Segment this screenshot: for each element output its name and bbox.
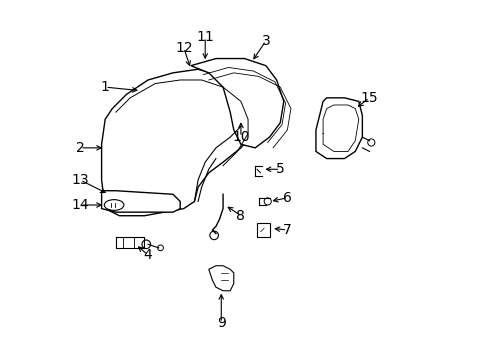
- Polygon shape: [190, 59, 283, 148]
- Text: 1: 1: [101, 80, 109, 94]
- Text: 4: 4: [143, 248, 152, 262]
- Text: 5: 5: [275, 162, 284, 176]
- Text: 15: 15: [360, 91, 378, 105]
- Text: 10: 10: [232, 130, 249, 144]
- Text: 3: 3: [261, 34, 270, 48]
- Polygon shape: [102, 191, 180, 212]
- Text: 7: 7: [283, 223, 291, 237]
- Text: 9: 9: [216, 316, 225, 330]
- Polygon shape: [315, 98, 362, 158]
- Text: 2: 2: [76, 141, 84, 155]
- Text: 6: 6: [283, 191, 291, 205]
- Text: 14: 14: [71, 198, 89, 212]
- Text: 8: 8: [236, 209, 245, 223]
- Polygon shape: [208, 266, 233, 291]
- Text: 11: 11: [196, 30, 214, 44]
- FancyBboxPatch shape: [257, 223, 269, 237]
- Polygon shape: [102, 69, 255, 216]
- Text: 13: 13: [71, 173, 89, 187]
- Ellipse shape: [104, 200, 123, 210]
- Text: 12: 12: [175, 41, 192, 55]
